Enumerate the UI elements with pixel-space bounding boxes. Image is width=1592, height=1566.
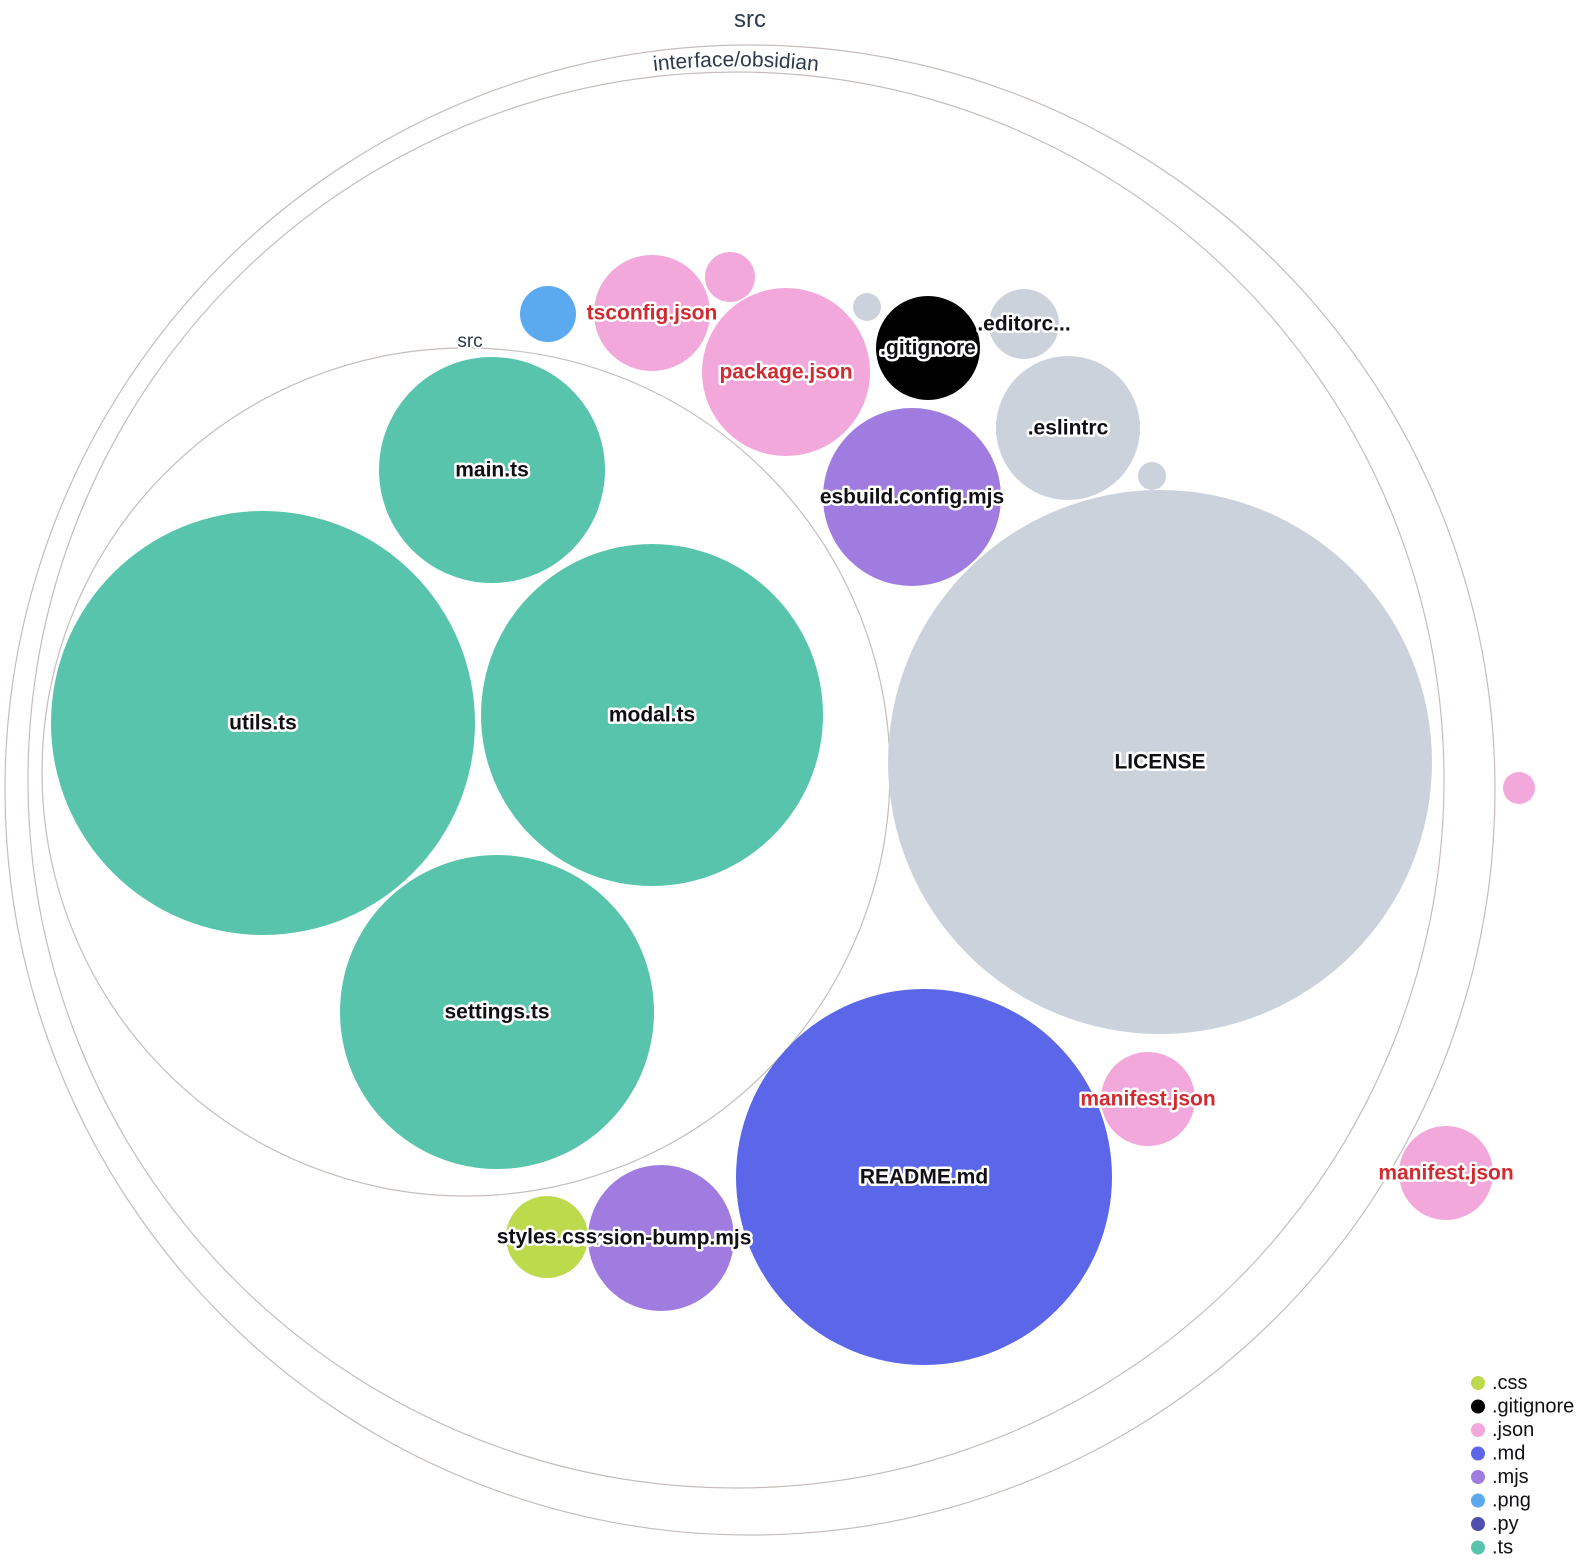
file-circle-settings-ts (340, 855, 654, 1169)
legend-dot-md (1471, 1446, 1485, 1461)
file-label-styles-css: styles.css (497, 1226, 597, 1249)
file-circle-main-ts (379, 357, 605, 583)
file-label-main-ts: main.ts (455, 459, 529, 482)
legend-label-png: .png (1492, 1490, 1531, 1512)
legend-label-json: .json (1492, 1419, 1534, 1441)
legend-dot-gitignore (1471, 1399, 1485, 1414)
legend-dot-png (1471, 1493, 1485, 1508)
legend: .css.gitignore.json.md.mjs.png.py.ts (1471, 1372, 1574, 1559)
file-circle-unnamed-png-4 (520, 286, 576, 342)
file-circle-unnamed-other-12 (1138, 462, 1166, 490)
file-circle-version-bump-mjs (588, 1165, 734, 1311)
file-circle-esbuild-config-mjs (823, 408, 1001, 586)
legend-label-gitignore: .gitignore (1492, 1396, 1574, 1418)
file-circle--editorc- (989, 289, 1059, 359)
file-label-modal-ts: modal.ts (609, 704, 695, 727)
file-label-tsconfig-json: tsconfig.json (587, 302, 718, 325)
file-label-utils-ts: utils.ts (229, 712, 297, 735)
file-circle-unnamed-json-6 (705, 252, 755, 302)
folder-label-2: src (457, 331, 482, 352)
legend-label-css: .css (1492, 1372, 1528, 1394)
legend-dot-css (1471, 1376, 1485, 1390)
file-circle-utils-ts (51, 511, 475, 935)
file-circle-LICENSE (888, 490, 1432, 1034)
legend-label-mjs: .mjs (1492, 1466, 1529, 1488)
file-label--editorc-: .editorc... (977, 313, 1070, 336)
file-label-esbuild-config-mjs: esbuild.config.mjs (820, 486, 1004, 509)
file-labels-layer: main.ts utils.ts modal.ts settings.ts tsconf… (227, 299, 1517, 1252)
file-label-README-md: README.md (860, 1166, 988, 1189)
legend-dot-mjs (1471, 1470, 1485, 1484)
file-circle-tsconfig-json (594, 255, 710, 371)
folder-label-0: src (734, 6, 766, 33)
file-circles-layer (51, 252, 1535, 1365)
legend-label-py: .py (1492, 1513, 1519, 1535)
legend-dot-py (1471, 1517, 1485, 1531)
file-circle-modal-ts (481, 544, 823, 886)
legend-label-ts: .ts (1492, 1537, 1513, 1559)
legend-dot-ts (1471, 1540, 1485, 1555)
file-circle-package-json (702, 288, 870, 456)
legend-dot-json (1471, 1423, 1485, 1437)
file-label-settings-ts: settings.ts (444, 1001, 549, 1024)
file-circle-unnamed-other-8 (853, 293, 881, 321)
file-circle--gitignore (876, 296, 980, 400)
file-label--eslintrc: .eslintrc (1028, 417, 1109, 440)
file-label-manifest-json: manifest.json (1378, 1162, 1513, 1185)
file-circle-manifest-json (1101, 1052, 1195, 1146)
file-circle-manifest-json (1399, 1126, 1493, 1220)
file-circle-styles-css (506, 1196, 588, 1278)
file-circle--eslintrc (996, 356, 1140, 500)
file-label--gitignore: .gitignore (880, 337, 976, 360)
file-label-package-json: package.json (719, 361, 852, 384)
legend-label-md: .md (1492, 1443, 1525, 1465)
file-circle-README-md (736, 989, 1112, 1365)
file-label-manifest-json: manifest.json (1080, 1088, 1215, 1111)
file-circle-unnamed-json-19 (1503, 772, 1535, 804)
file-label-version-bump-mjs: version-bump.mjs (571, 1227, 752, 1250)
file-label-LICENSE: LICENSE (1114, 751, 1205, 774)
